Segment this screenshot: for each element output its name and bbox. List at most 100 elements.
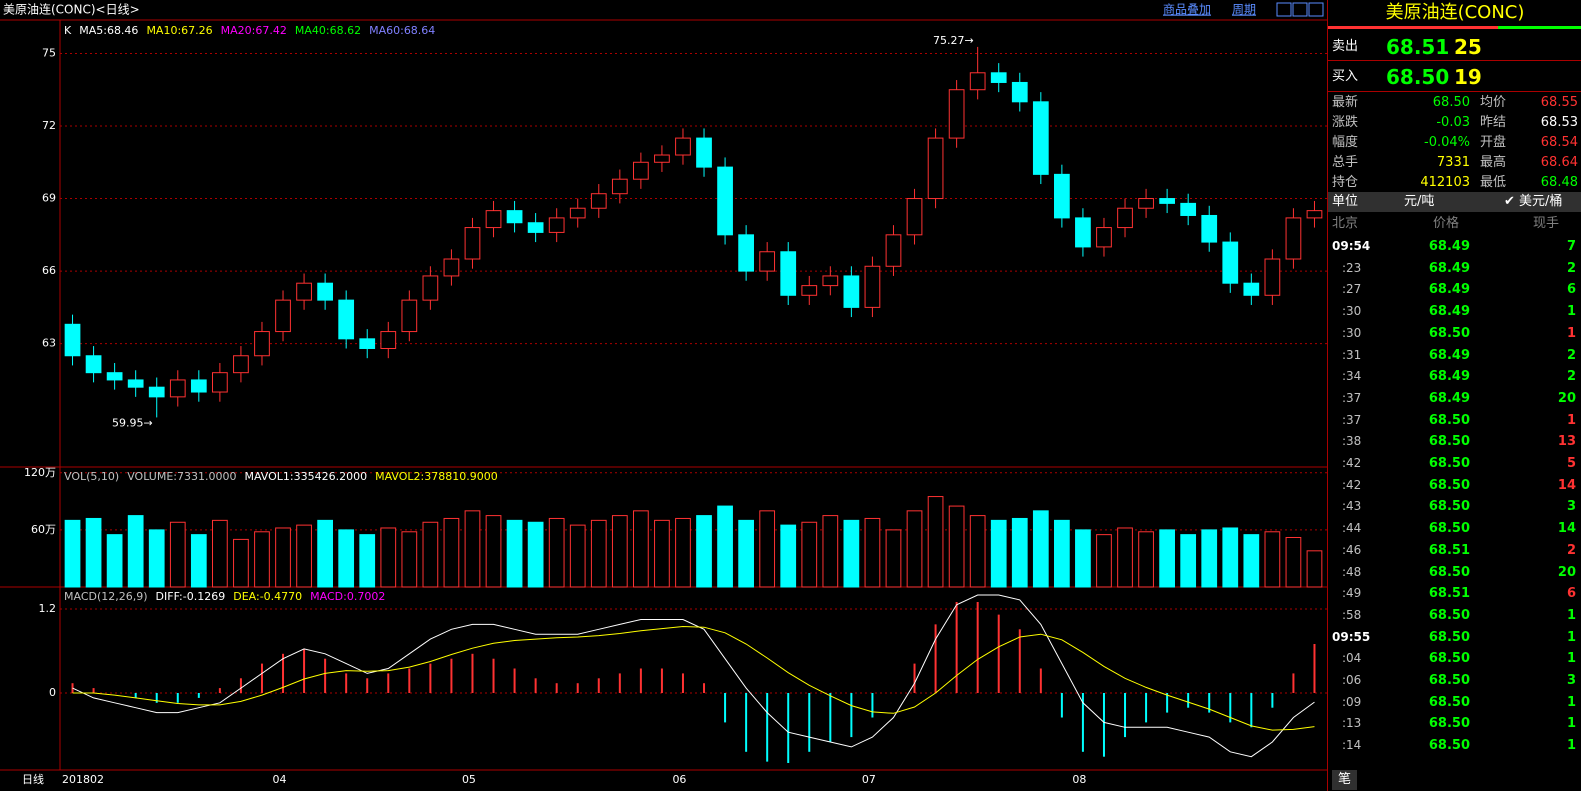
tick-qty: 3: [1566, 499, 1576, 515]
nav-button[interactable]: [1292, 2, 1308, 17]
tick-qty: 1: [1566, 607, 1576, 623]
legend-entry: MAVOL2:378810.9000: [375, 470, 498, 483]
candle-body: [359, 338, 376, 349]
volume-bar: [990, 519, 1007, 588]
tick-qty: 14: [1557, 521, 1576, 537]
qty: 19: [1454, 65, 1482, 89]
candle-body: [633, 161, 649, 180]
tick-price: 68.49: [1428, 390, 1470, 406]
tick-time: :30: [1342, 304, 1362, 319]
candle-body: [1138, 198, 1154, 209]
y-tick-label: 63: [42, 337, 56, 350]
stat-value: 68.48: [1540, 175, 1578, 190]
tick-qty: 7: [1566, 239, 1576, 254]
tick-price: 68.49: [1428, 347, 1470, 363]
divider: [1328, 26, 1498, 29]
unit-bar: [1328, 192, 1581, 212]
volume-bar: [296, 524, 312, 588]
candle-body: [317, 282, 333, 301]
nav-button[interactable]: [1276, 2, 1292, 17]
legend-entry: K: [64, 24, 72, 37]
volume-bar: [464, 510, 481, 588]
tick-time: :13: [1342, 716, 1362, 731]
chart: 美原油连(CONC)<日线> 商品叠加 周期 日线 63 66 69 72 75 K MA5…: [0, 0, 1327, 786]
candle-body: [801, 285, 818, 296]
candle-body: [969, 72, 986, 91]
volume-bar: [611, 515, 628, 588]
legend-entry: MA20:67.42: [221, 24, 287, 37]
volume-bar: [338, 529, 355, 588]
tick-price: 68.50: [1428, 607, 1470, 623]
legend-entry: DEA:-0.4770: [233, 590, 302, 603]
tick-price: 68.50: [1428, 521, 1470, 537]
volume-bar: [780, 524, 797, 588]
volume-bar: [759, 510, 776, 588]
legend-entry: MACD(12,26,9): [64, 590, 148, 603]
candle-body: [443, 258, 460, 277]
volume-bar: [1264, 531, 1281, 588]
candle-body: [948, 89, 965, 139]
candle-body: [106, 372, 123, 381]
column-header: 现手: [1533, 216, 1560, 231]
stat-label: 总手: [1332, 155, 1359, 170]
tick-qty: 20: [1557, 390, 1576, 406]
divider: [1328, 91, 1581, 92]
tick-time: :09: [1342, 694, 1362, 709]
volume-bar: [801, 521, 818, 588]
volume-bar: [275, 527, 291, 588]
volume-bar: [85, 517, 102, 588]
overlay-link[interactable]: 商品叠加: [1163, 2, 1211, 17]
candle-body: [654, 154, 670, 163]
tick-time: :34: [1342, 369, 1362, 384]
stat-label: 幅度: [1332, 135, 1359, 150]
stat-value: 68.54: [1540, 135, 1578, 150]
period-link[interactable]: 周期: [1232, 3, 1256, 17]
tick-qty: 1: [1566, 629, 1576, 645]
volume-bar: [527, 521, 544, 588]
y-tick-label: 72: [42, 119, 56, 132]
candle-body: [1075, 217, 1091, 248]
tick-price: 68.49: [1428, 282, 1470, 298]
candle-body: [738, 234, 754, 272]
tick-time: :23: [1342, 260, 1362, 275]
tick-price: 68.50: [1428, 651, 1470, 667]
column-header: 北京: [1332, 216, 1359, 231]
candle-body: [569, 207, 586, 219]
candle-body: [506, 210, 523, 224]
tick-price: 68.50: [1428, 629, 1470, 645]
volume-bar: [822, 515, 839, 588]
x-tick-label: 05: [462, 773, 476, 786]
candle-body: [1011, 81, 1028, 103]
volume-bar: [590, 519, 607, 588]
candle-body: [990, 72, 1007, 83]
volume-bar: [1096, 534, 1112, 588]
legend-entry: DIFF:-0.1269: [156, 590, 226, 603]
tick-price: 68.50: [1428, 499, 1470, 515]
stat-label: 昨结: [1480, 115, 1507, 130]
volume-bar: [548, 517, 565, 588]
tick-price: 68.50: [1428, 694, 1470, 710]
volume-bar: [569, 524, 586, 588]
volume-bar: [254, 531, 270, 588]
tick-time: :30: [1342, 325, 1362, 340]
tick-price: 68.50: [1428, 716, 1470, 732]
candle-body: [885, 234, 902, 267]
volume-bar: [1180, 534, 1197, 588]
volume-bar: [127, 515, 144, 588]
label: 买入: [1332, 69, 1359, 84]
candle-body: [296, 282, 312, 301]
volume-bar: [843, 519, 860, 588]
tick-price: 68.50: [1428, 564, 1470, 580]
candle-body: [233, 355, 249, 374]
period-label: 日线: [22, 772, 44, 786]
stat-label: 最高: [1480, 155, 1507, 170]
nav-button[interactable]: [1308, 2, 1324, 17]
candle-body: [611, 178, 628, 195]
volume-bar: [506, 519, 523, 588]
candle-body: [338, 299, 355, 340]
candle-body: [1201, 214, 1218, 243]
x-tick-label: 06: [672, 773, 686, 786]
candle-body: [190, 379, 207, 393]
volume-bar: [422, 521, 439, 588]
